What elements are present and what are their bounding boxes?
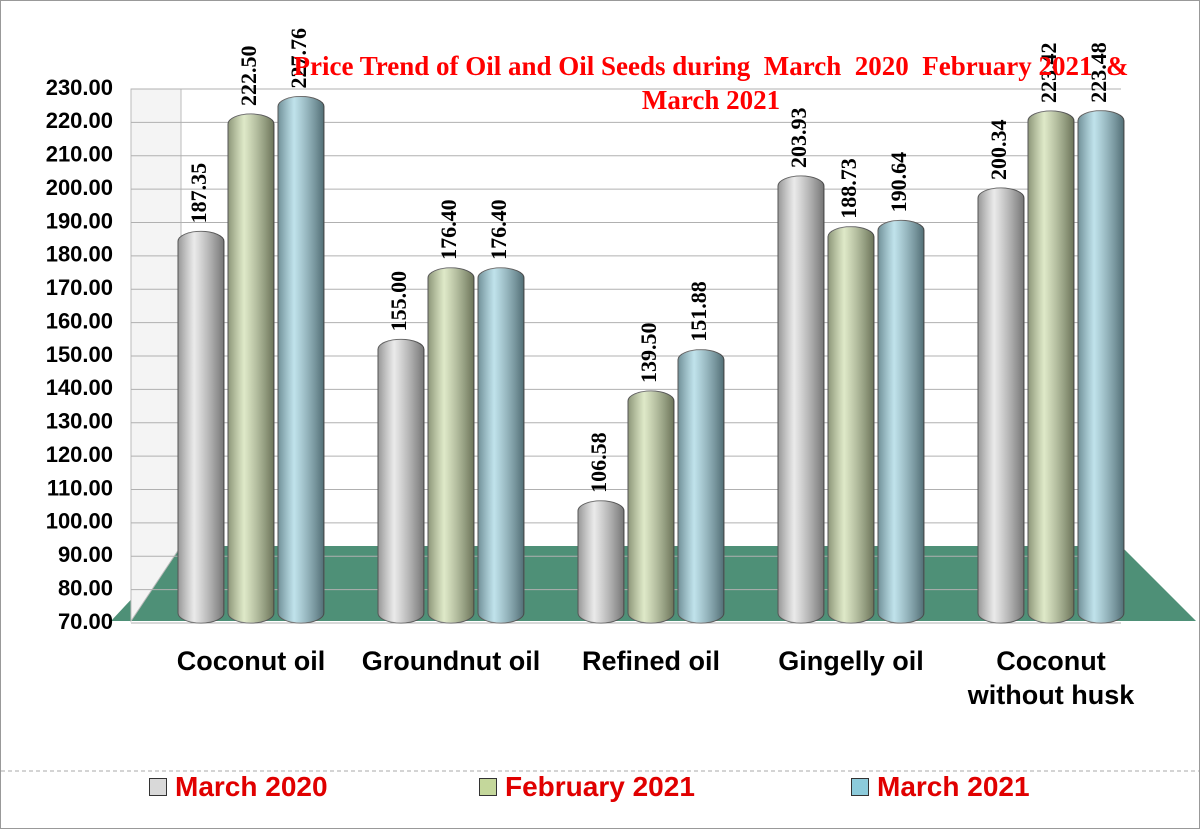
data-label: 227.76 [286, 28, 311, 89]
legend-label: February 2021 [505, 771, 695, 802]
bar-shade [1028, 110, 1074, 623]
x-tick-label: Coconut without husk [967, 646, 1135, 710]
bar-shade [428, 267, 474, 623]
legend-label: March 2020 [175, 771, 328, 802]
y-tick-label: 210.00 [46, 142, 113, 167]
data-label: 223.42 [1036, 42, 1061, 103]
data-label: 176.40 [436, 199, 461, 260]
y-tick-label: 80.00 [58, 575, 113, 600]
legend-item: February 2021 [479, 771, 695, 803]
data-label: 190.64 [886, 152, 911, 213]
bar-shade [178, 231, 224, 624]
legend-swatch [479, 778, 497, 796]
y-tick-label: 120.00 [46, 442, 113, 467]
bar-shade [1078, 110, 1124, 623]
y-tick-label: 180.00 [46, 242, 113, 267]
legend-label: March 2021 [877, 771, 1030, 802]
data-label: 188.73 [836, 158, 861, 219]
data-label: 203.93 [786, 108, 811, 169]
data-label: 187.35 [186, 163, 211, 224]
bar-shade [378, 339, 424, 623]
y-tick-label: 110.00 [47, 475, 113, 500]
data-label: 139.50 [636, 323, 661, 384]
back-wall [130, 88, 182, 623]
y-tick-label: 90.00 [58, 542, 113, 567]
bar-shade [978, 187, 1024, 624]
legend-item: March 2021 [851, 771, 1030, 803]
legend-swatch [149, 778, 167, 796]
x-tick-label: Refined oil [581, 646, 720, 676]
x-tick-label: Groundnut oil [361, 646, 541, 676]
chart-title: Price Trend of Oil and Oil Seeds during … [293, 51, 1142, 115]
y-tick-label: 190.00 [46, 208, 113, 233]
bar-shade [878, 220, 924, 623]
bar-shade [228, 114, 274, 623]
legend-swatch [851, 778, 869, 796]
bar-shade [628, 391, 674, 623]
x-tick-label: Coconut oil [176, 646, 326, 676]
bar-shade [778, 176, 824, 624]
bar-shade [278, 96, 324, 623]
y-tick-label: 230.00 [46, 75, 113, 100]
bar-shade [478, 267, 524, 623]
y-tick-label: 140.00 [46, 375, 113, 400]
data-label: 151.88 [686, 281, 711, 342]
y-tick-label: 70.00 [58, 609, 113, 634]
x-tick-label: Gingelly oil [778, 646, 924, 676]
data-label: 106.58 [586, 432, 611, 493]
data-label: 200.34 [986, 119, 1011, 180]
y-tick-label: 220.00 [46, 108, 113, 133]
y-tick-label: 130.00 [46, 409, 113, 434]
y-tick-label: 150.00 [46, 342, 113, 367]
bar-shade [678, 349, 724, 623]
data-label: 176.40 [486, 199, 511, 260]
data-label: 155.00 [386, 271, 411, 332]
bar-shade [578, 500, 624, 623]
bar-shade [828, 226, 874, 623]
y-tick-label: 170.00 [46, 275, 113, 300]
y-tick-label: 100.00 [46, 509, 113, 534]
data-label: 222.50 [236, 46, 261, 107]
data-label: 223.48 [1086, 42, 1111, 103]
y-tick-label: 200.00 [46, 175, 113, 200]
y-tick-label: 160.00 [46, 308, 113, 333]
legend-item: March 2020 [149, 771, 328, 803]
